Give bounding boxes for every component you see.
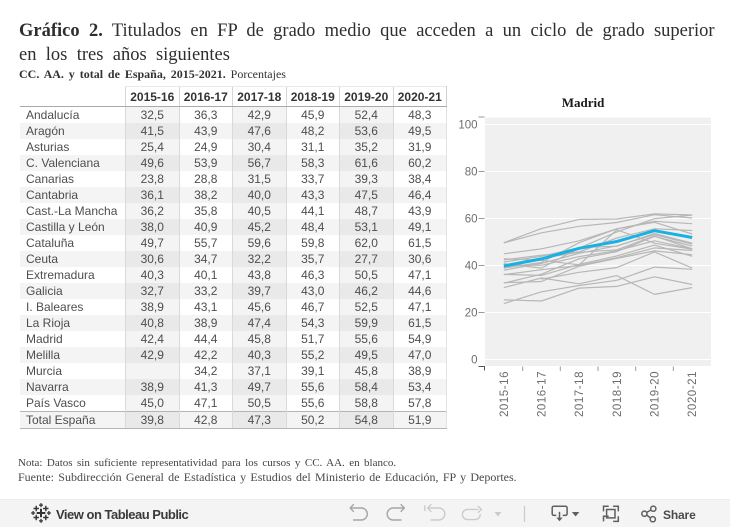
svg-text:2018-19: 2018-19 — [612, 371, 624, 417]
svg-text:40: 40 — [465, 261, 478, 273]
svg-text:2015-16: 2015-16 — [499, 371, 511, 417]
svg-text:60: 60 — [465, 214, 478, 226]
svg-text:2016-17: 2016-17 — [537, 371, 549, 417]
svg-text:2020-21: 2020-21 — [687, 371, 699, 417]
svg-text:2017-18: 2017-18 — [574, 371, 586, 417]
svg-text:2019-20: 2019-20 — [650, 371, 662, 417]
svg-text:100: 100 — [458, 120, 477, 132]
svg-text:20: 20 — [465, 308, 478, 320]
svg-text:80: 80 — [465, 167, 478, 179]
svg-text:0: 0 — [471, 355, 477, 367]
